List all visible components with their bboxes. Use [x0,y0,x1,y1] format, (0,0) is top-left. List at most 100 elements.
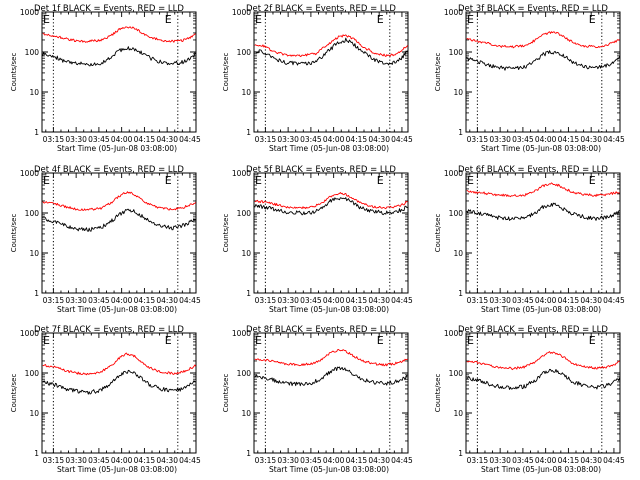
series-line-lld [254,34,409,58]
panel-det-8f: Det 8f BLACK = Events, RED = LLD 1 10 100 10… [222,325,413,474]
y-tick-label: 1000 [232,169,251,178]
y-tick-label: 1 [458,449,463,458]
plot-frame [41,172,197,294]
x-tick-label: 03:15 [467,135,489,144]
panel-title: Det 3f BLACK = Events, RED = LLD [458,4,608,14]
x-tick-label: 03:45 [300,456,322,465]
y-tick-label: 1 [246,128,251,137]
y-tick-label: 1 [458,289,463,298]
event-marker-label: E [255,334,262,347]
x-tick-label: 04:45 [179,135,201,144]
event-marker-label: E [43,334,50,347]
series-line-lld [42,352,197,376]
y-tick-label: 10 [29,88,39,97]
series-line-events [254,197,408,216]
event-marker-label: E [165,334,172,347]
x-tick-label: 03:15 [255,296,277,305]
x-tick-label: 04:15 [134,456,156,465]
x-tick-label: 04:45 [603,456,625,465]
x-tick-label: 04:30 [156,296,178,305]
panel-title: Det 1f BLACK = Events, RED = LLD [34,4,184,14]
series-line-lld [254,192,408,210]
panel-title: Det 2f BLACK = Events, RED = LLD [246,4,396,14]
x-tick-label: 04:30 [580,135,602,144]
series-line-events [466,50,621,71]
y-tick-label: 100 [237,48,252,57]
series-line-lld [466,182,620,198]
x-tick-label: 03:30 [277,296,299,305]
x-tick-label: 04:30 [156,456,178,465]
panel-title: Det 6f BLACK = Events, RED = LLD [458,165,608,175]
y-tick-label: 1 [246,289,251,298]
x-tick-label: 04:15 [346,456,368,465]
event-marker-label: E [589,13,596,26]
event-marker-label: E [467,174,474,187]
panel-title: Det 7f BLACK = Events, RED = LLD [34,325,184,335]
panel-title: Det 5f BLACK = Events, RED = LLD [246,165,396,175]
x-tick-label: 03:15 [43,456,65,465]
y-tick-label: 1000 [20,329,39,338]
x-tick-label: 03:15 [255,456,277,465]
panel-det-2f: Det 2f BLACK = Events, RED = LLD 1 10 100 10… [222,4,413,153]
x-axis-label: Start Time (05-Jun-08 03:08:00) [57,305,177,314]
x-tick-label: 04:45 [179,296,201,305]
series-line-events [466,368,621,390]
x-tick-label: 04:15 [558,135,580,144]
event-marker-label: E [255,13,262,26]
series-line-lld [466,31,620,49]
panel-det-6f: Det 6f BLACK = Events, RED = LLD 1 10 100 10… [434,165,625,314]
y-tick-label: 100 [449,209,464,218]
y-axis-label: Counts/sec [434,53,442,92]
x-tick-label: 04:45 [179,456,201,465]
x-tick-label: 04:00 [535,135,557,144]
x-axis-label: Start Time (05-Jun-08 03:08:00) [269,144,389,153]
y-axis-label: Counts/sec [222,214,230,253]
x-tick-label: 04:45 [603,296,625,305]
x-tick-label: 04:15 [346,296,368,305]
y-axis-label: Counts/sec [434,374,442,413]
plot-frame [253,332,409,454]
series-line-events [42,46,197,67]
x-tick-label: 03:30 [277,135,299,144]
x-tick-label: 03:30 [489,135,511,144]
x-tick-label: 04:30 [156,135,178,144]
event-marker-label: E [255,174,262,187]
event-marker-label: E [43,13,50,26]
x-tick-label: 03:45 [300,135,322,144]
x-tick-label: 04:45 [391,135,413,144]
x-tick-label: 04:30 [368,456,390,465]
event-marker-label: E [467,13,474,26]
y-tick-label: 10 [241,249,251,258]
x-axis-label: Start Time (05-Jun-08 03:08:00) [481,465,601,474]
y-tick-label: 1000 [20,169,39,178]
panel-title: Det 4f BLACK = Events, RED = LLD [34,165,184,175]
plot-frame [253,172,409,294]
plot-frame [41,11,197,133]
y-tick-label: 10 [29,409,39,418]
series-line-events [42,208,197,232]
y-tick-label: 1 [34,128,39,137]
y-tick-label: 1000 [232,329,251,338]
event-marker-label: E [377,334,384,347]
event-marker-label: E [377,174,384,187]
x-tick-label: 04:45 [391,296,413,305]
x-tick-label: 03:30 [489,296,511,305]
plot-frame [465,11,621,133]
event-marker-label: E [165,13,172,26]
x-tick-label: 03:45 [300,296,322,305]
y-axis-label: Counts/sec [222,53,230,92]
x-tick-label: 04:45 [603,135,625,144]
y-tick-label: 1000 [444,8,463,17]
y-tick-label: 100 [449,48,464,57]
x-tick-label: 04:00 [535,296,557,305]
plot-frame [41,332,197,454]
x-tick-label: 03:45 [512,296,534,305]
y-axis-label: Counts/sec [10,374,18,413]
x-tick-label: 04:30 [368,135,390,144]
y-tick-label: 100 [25,48,40,57]
series-line-lld [42,191,197,211]
y-tick-label: 1 [34,289,39,298]
x-tick-label: 03:15 [467,296,489,305]
panel-det-3f: Det 3f BLACK = Events, RED = LLD 1 10 100 10… [434,4,625,153]
x-tick-label: 04:00 [323,135,345,144]
